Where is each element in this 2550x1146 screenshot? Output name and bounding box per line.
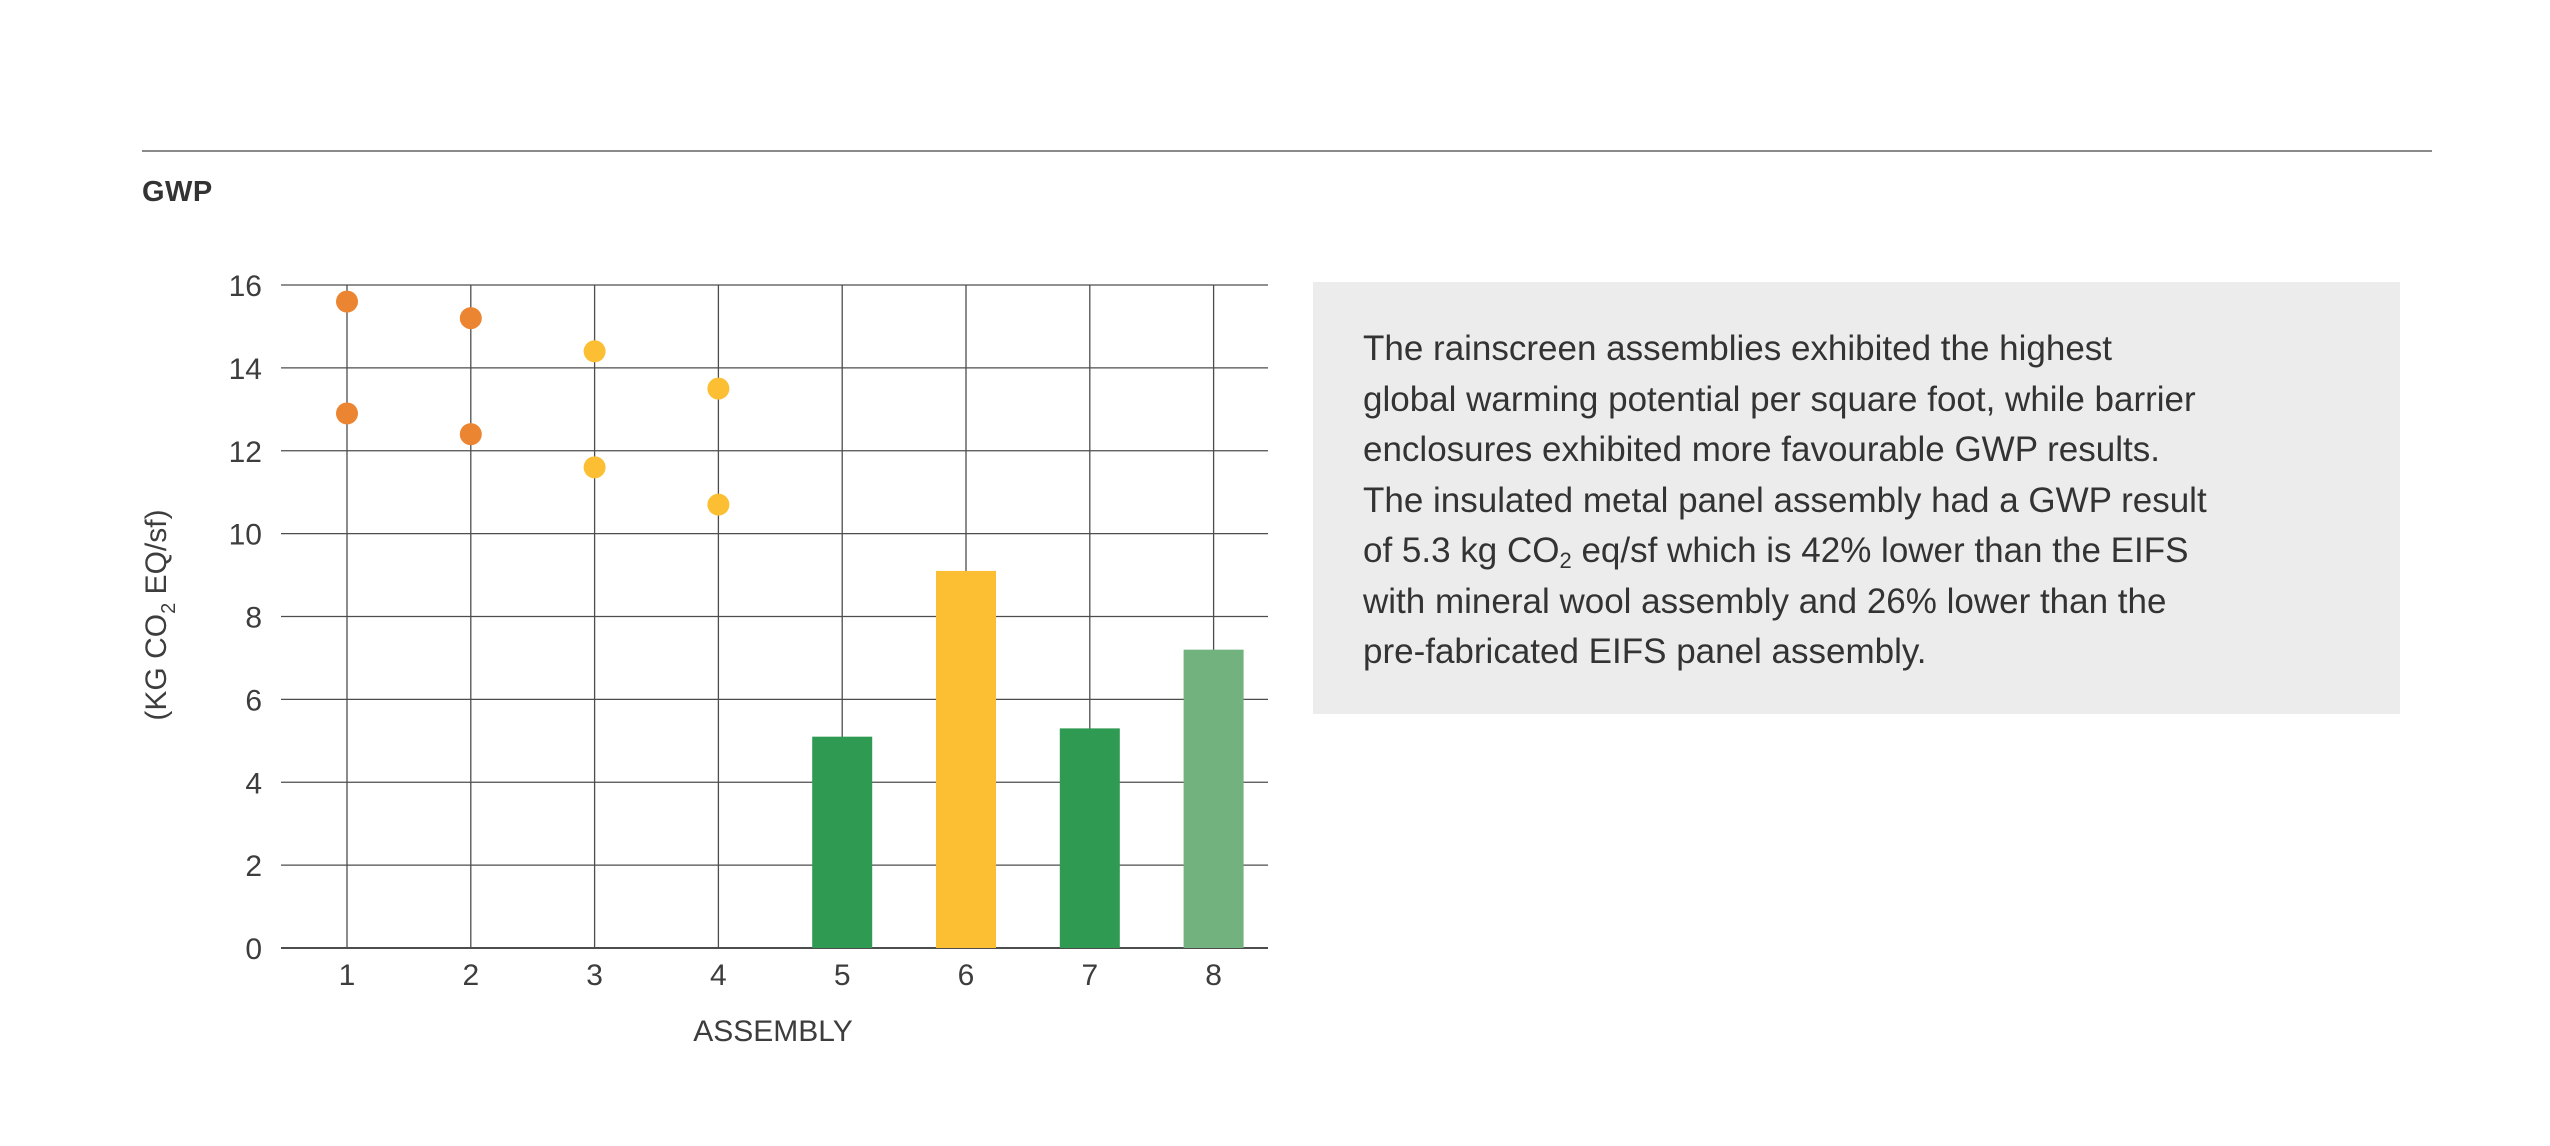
bar-assembly-6 (936, 570, 996, 948)
point-assembly-1 (336, 402, 358, 425)
y-axis-title: (KG CO2 EQ/sf) (140, 509, 180, 720)
top-divider (142, 150, 2432, 152)
bar-layer (812, 570, 1244, 948)
y-tick-label: 12 (229, 436, 262, 469)
x-tick-label: 1 (339, 959, 356, 992)
y-tick-label: 14 (229, 353, 262, 386)
description-line: enclosures exhibited more favourable GWP… (1363, 430, 2160, 469)
description-box: The rainscreen assemblies exhibited the … (1313, 282, 2400, 714)
description-line-part: of 5.3 kg CO (1363, 531, 1560, 570)
x-tick-label: 3 (586, 959, 603, 992)
y-tick-label: 10 (229, 519, 262, 552)
description-line: with mineral wool assembly and 26% lower… (1363, 581, 2167, 621)
y-tick-label: 16 (229, 270, 262, 303)
point-assembly-3 (583, 340, 606, 363)
y-tick-label: 2 (245, 850, 262, 883)
description-line: global warming potential per square foot… (1363, 379, 2196, 419)
description-text: The rainscreen assemblies exhibited the … (1363, 324, 2350, 678)
bar-assembly-7 (1059, 728, 1120, 948)
x-tick-label: 2 (462, 959, 479, 992)
x-tick-label: 7 (1081, 959, 1098, 992)
y-tick-label: 8 (245, 602, 262, 635)
point-layer (336, 290, 730, 516)
point-assembly-2 (459, 423, 482, 446)
y-tick-label: 4 (245, 767, 262, 800)
bar-assembly-8 (1183, 649, 1244, 948)
grid-layer (281, 284, 1268, 949)
x-tick-label: 4 (710, 959, 727, 992)
y-axis-title-sub: 2 (158, 603, 180, 614)
y-axis-title-before: (KG CO (140, 614, 173, 721)
section-title: GWP (142, 176, 213, 208)
bar-assembly-5 (812, 736, 873, 948)
x-tick-label: 6 (958, 959, 975, 992)
x-tick-label: 8 (1205, 959, 1222, 992)
point-assembly-2 (459, 307, 482, 330)
description-line: pre-fabricated EIFS panel assembly. (1363, 632, 1927, 671)
description-line: of 5.3 kg CO2 eq/sf which is 42% lower t… (1363, 531, 2189, 573)
x-axis-title: ASSEMBLY (693, 1015, 853, 1048)
description-line: The rainscreen assemblies exhibited the … (1363, 329, 2113, 368)
description-line-part: eq/sf which is 42% lower than the EIFS (1571, 531, 2189, 570)
point-assembly-4 (707, 493, 730, 516)
y-tick-label: 0 (245, 933, 262, 966)
y-tick-label: 6 (245, 684, 262, 717)
x-tick-label: 5 (834, 959, 851, 992)
point-assembly-3 (583, 456, 606, 479)
description-line: The insulated metal panel assembly had a… (1363, 480, 2207, 520)
y-axis-title-after: EQ/sf) (140, 509, 173, 602)
point-assembly-1 (336, 290, 358, 313)
point-assembly-4 (707, 377, 730, 400)
description-subscript: 2 (1559, 548, 1572, 573)
